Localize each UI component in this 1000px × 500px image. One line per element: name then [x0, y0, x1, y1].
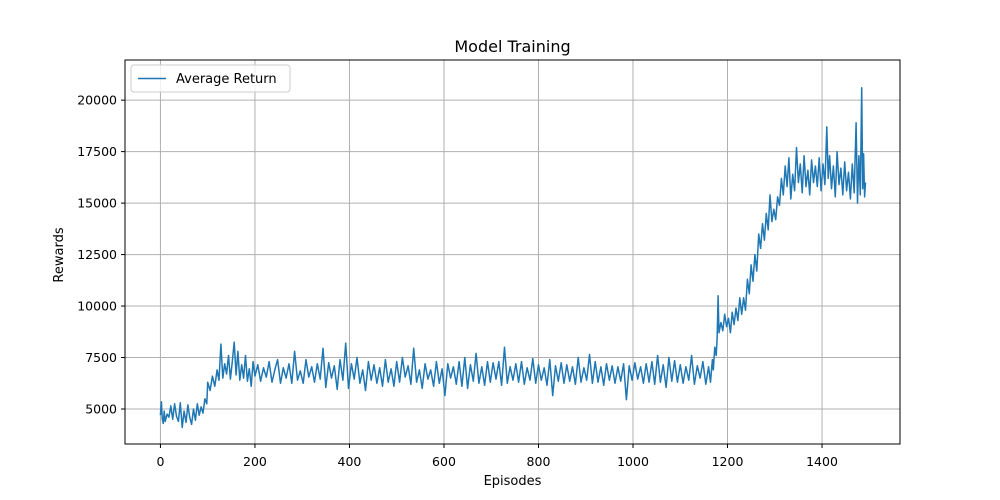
legend-label: Average Return [176, 72, 277, 87]
y-tick-label: 7500 [85, 350, 117, 365]
x-axis: 0 200 400 600 800 1000 1200 1400 [156, 444, 838, 469]
plot-frame [124, 59, 901, 445]
x-tick-label: 400 [338, 454, 362, 469]
y-axis-label: Rewards [52, 227, 67, 282]
x-tick-label: 0 [156, 454, 164, 469]
y-tick-label: 10000 [77, 299, 117, 314]
y-tick-label: 20000 [77, 93, 117, 108]
y-tick-label: 17500 [77, 144, 117, 159]
legend-box [130, 64, 291, 93]
legend: Average Return [130, 64, 291, 93]
y-tick-label: 5000 [85, 401, 117, 416]
y-axis: 5000 7500 10000 12500 15000 17500 20000 [77, 93, 125, 416]
series-line-average-return [159, 87, 867, 429]
x-tick-label: 600 [432, 454, 456, 469]
chart-title: Model Training [454, 37, 570, 56]
x-tick-label: 1400 [806, 454, 838, 469]
x-tick-label: 800 [527, 454, 551, 469]
grid [125, 60, 900, 444]
x-tick-label: 200 [243, 454, 267, 469]
y-tick-label: 15000 [77, 196, 117, 211]
x-tick-label: 1200 [712, 454, 744, 469]
y-tick-label: 12500 [77, 247, 117, 262]
x-axis-label: Episodes [484, 474, 542, 489]
series-layer [159, 87, 867, 429]
x-tick-label: 1000 [617, 454, 649, 469]
